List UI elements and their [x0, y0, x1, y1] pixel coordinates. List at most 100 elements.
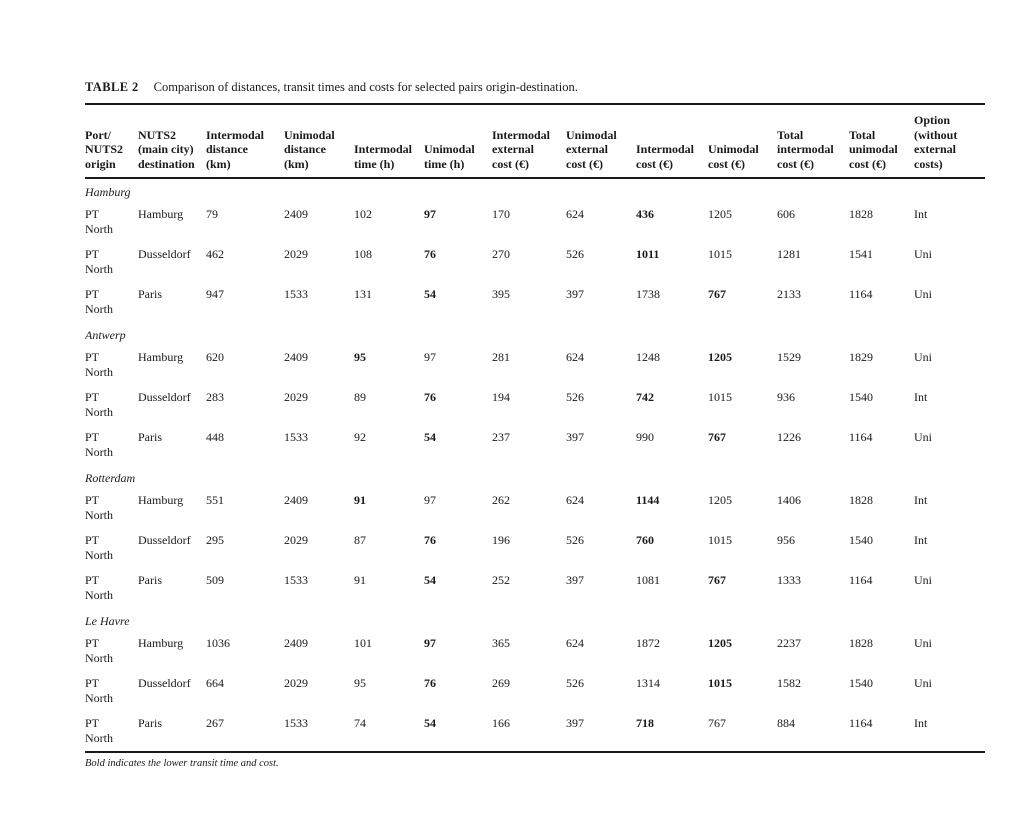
table-cell: 281 [492, 350, 510, 364]
table-cell: Paris [138, 430, 162, 444]
table-cell: 1540 [849, 676, 873, 690]
table-cell: 196 [492, 533, 510, 547]
table-cell: 74 [354, 716, 366, 730]
table-cell: 606 [777, 207, 795, 221]
table-cell: 397 [566, 716, 584, 730]
table-cell: 365 [492, 636, 510, 650]
table-row: PT North Hamburg 79 2409 102 97 170 624 436 1205 6… [85, 202, 985, 242]
table-cell: Int [914, 390, 928, 404]
table-cell: 95 [354, 676, 366, 690]
table-cell: 1828 [849, 207, 873, 221]
table-cell: 54 [424, 287, 436, 301]
comparison-table: Port/ NUTS2 origin NUTS2 (main city) dest… [85, 103, 985, 753]
table-cell: Uni [914, 247, 932, 261]
table-cell: 1529 [777, 350, 801, 364]
table-cell: Dusseldorf [138, 247, 191, 261]
table-cell: 108 [354, 247, 372, 261]
origin-cell: PT North [85, 247, 113, 276]
table-cell: 624 [566, 350, 584, 364]
table-cell: 170 [492, 207, 510, 221]
table-cell: Paris [138, 287, 162, 301]
table-title: TABLE 2 Comparison of distances, transit … [85, 79, 985, 95]
table-cell: Uni [914, 573, 932, 587]
table-cell: Paris [138, 716, 162, 730]
table-cell: 620 [206, 350, 224, 364]
table-cell: 767 [708, 430, 726, 444]
table-cell: 397 [566, 573, 584, 587]
table-cell: Int [914, 207, 928, 221]
table-cell: 1248 [636, 350, 660, 364]
table-cell: 1541 [849, 247, 873, 261]
column-header: Option (without external costs) [914, 104, 985, 179]
origin-cell: PT North [85, 390, 113, 419]
table-cell: 95 [354, 350, 366, 364]
column-header: Unimodal external cost (€) [566, 104, 636, 179]
table-cell: Hamburg [138, 636, 184, 650]
table-cell: 283 [206, 390, 224, 404]
table-cell: 89 [354, 390, 366, 404]
table-cell: Paris [138, 573, 162, 587]
table-cell: 166 [492, 716, 510, 730]
table-cell: 1533 [284, 430, 308, 444]
table-cell: 1828 [849, 493, 873, 507]
table-number-label: TABLE 2 [85, 80, 139, 94]
table-cell: 270 [492, 247, 510, 261]
table-cell: 76 [424, 533, 436, 547]
section-row: Hamburg [85, 178, 985, 202]
table-cell: 237 [492, 430, 510, 444]
table-cell: 97 [424, 350, 436, 364]
column-header: Intermodal time (h) [354, 104, 424, 179]
table-cell: 947 [206, 287, 224, 301]
table-cell: 269 [492, 676, 510, 690]
table-header: Port/ NUTS2 origin NUTS2 (main city) dest… [85, 104, 985, 179]
origin-cell: PT North [85, 676, 113, 705]
section-row: Antwerp [85, 322, 985, 345]
table-row: PT North Dusseldorf 462 2029 108 76 270 526 1011… [85, 242, 985, 282]
header-row: Port/ NUTS2 origin NUTS2 (main city) dest… [85, 104, 985, 179]
table-cell: Int [914, 493, 928, 507]
table-cell: 1081 [636, 573, 660, 587]
table-cell: 2029 [284, 390, 308, 404]
table-cell: 76 [424, 676, 436, 690]
table-cell: 2029 [284, 247, 308, 261]
column-header: Unimodal cost (€) [708, 104, 777, 179]
section-heading: Le Havre [85, 614, 130, 628]
table-cell: Uni [914, 636, 932, 650]
table-row: PT North Hamburg 1036 2409 101 97 365 624 1872 12… [85, 631, 985, 671]
table-cell: 990 [636, 430, 654, 444]
table-cell: 262 [492, 493, 510, 507]
section-row: Le Havre [85, 608, 985, 631]
origin-cell: PT North [85, 430, 113, 459]
table-cell: 54 [424, 573, 436, 587]
table-cell: 1205 [708, 493, 732, 507]
table-row: PT North Paris 267 1533 74 54 166 397 718 767 884 1… [85, 711, 985, 752]
table-cell: 462 [206, 247, 224, 261]
table-cell: 1144 [636, 493, 660, 507]
section-heading: Antwerp [85, 328, 126, 342]
table-cell: 92 [354, 430, 366, 444]
table-row: PT North Hamburg 551 2409 91 97 262 624 1144 1205… [85, 488, 985, 528]
table-cell: 956 [777, 533, 795, 547]
origin-cell: PT North [85, 636, 113, 665]
table-cell: Uni [914, 350, 932, 364]
table-cell: 1015 [708, 247, 732, 261]
table-cell: 1829 [849, 350, 873, 364]
table-cell: 1540 [849, 390, 873, 404]
table-cell: 767 [708, 573, 726, 587]
table-cell: 97 [424, 636, 436, 650]
table-row: PT North Dusseldorf 295 2029 87 76 196 526 760 10… [85, 528, 985, 568]
table-cell: 624 [566, 493, 584, 507]
table-cell: 884 [777, 716, 795, 730]
table-cell: 1164 [849, 430, 873, 444]
table-cell: 2409 [284, 493, 308, 507]
table-cell: 76 [424, 390, 436, 404]
table-cell: 91 [354, 493, 366, 507]
table-cell: 624 [566, 207, 584, 221]
table-cell: 1406 [777, 493, 801, 507]
table-row: PT North Paris 947 1533 131 54 395 397 1738 767 21… [85, 282, 985, 322]
table-cell: 2409 [284, 207, 308, 221]
table-cell: Uni [914, 676, 932, 690]
table-cell: 252 [492, 573, 510, 587]
column-header: NUTS2 (main city) destination [138, 104, 206, 179]
